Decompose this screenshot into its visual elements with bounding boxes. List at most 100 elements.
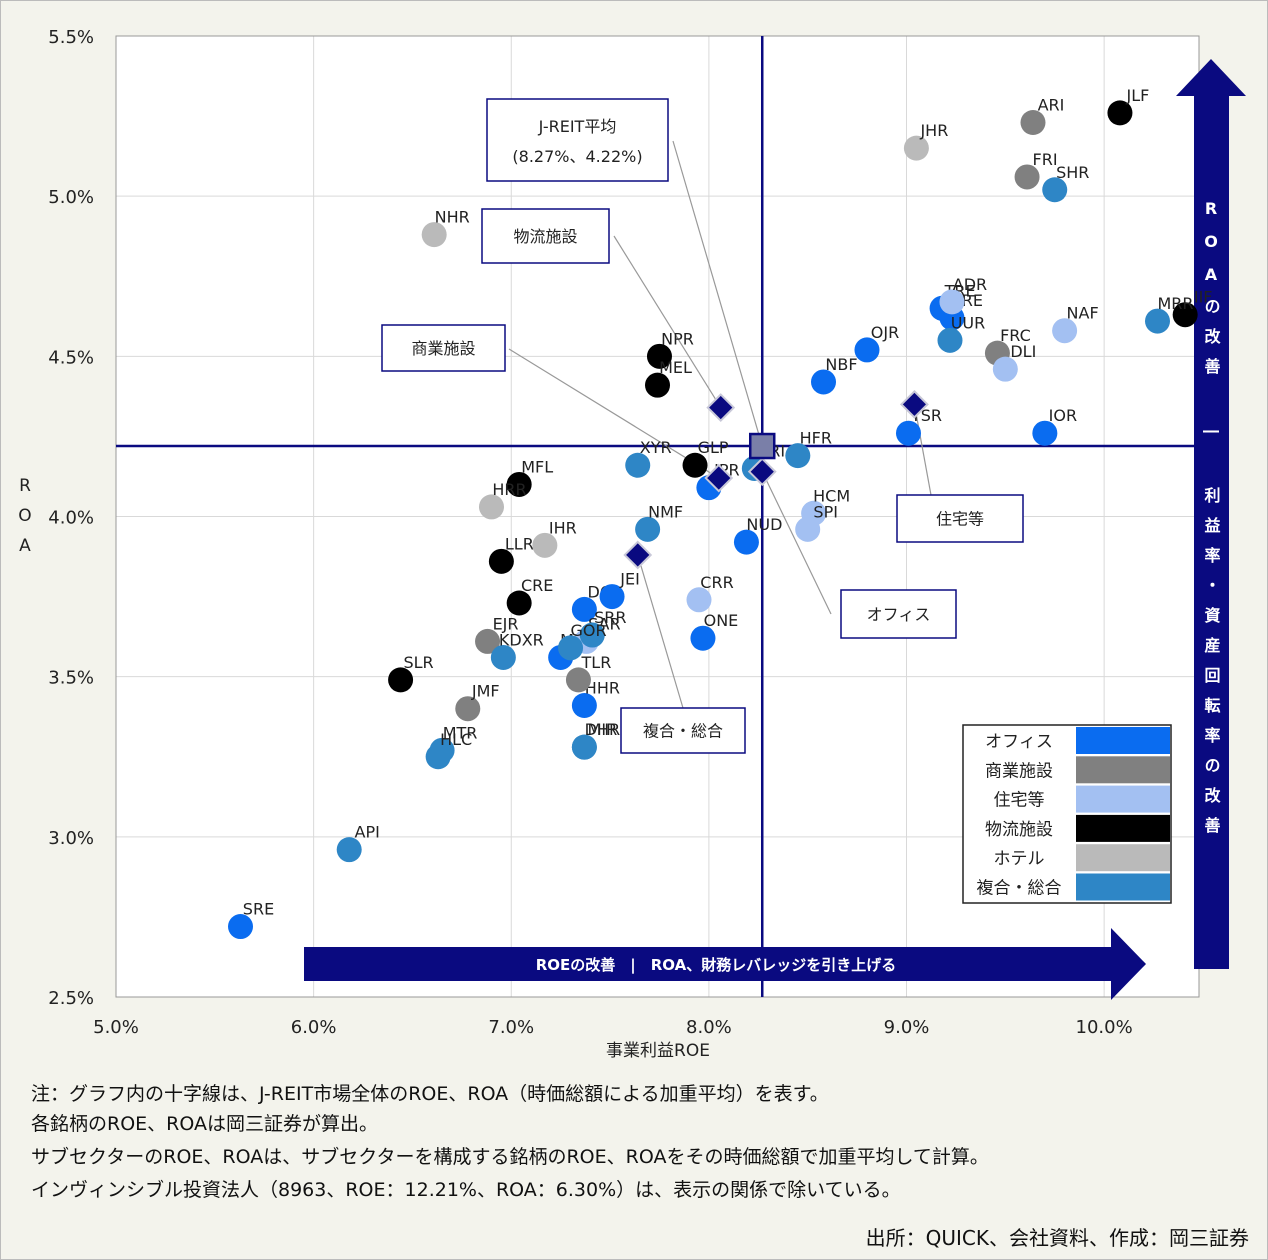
- callout-box: [481, 208, 610, 264]
- point-label: ADR: [953, 275, 987, 294]
- legend-label: オフィス: [985, 732, 1053, 752]
- point: [686, 587, 712, 613]
- point: [455, 696, 481, 722]
- point-label: NUD: [746, 515, 782, 534]
- point: [425, 744, 451, 770]
- point-label: CRR: [700, 573, 733, 592]
- point-label: GOR: [570, 621, 606, 640]
- point-label: NAF: [1067, 304, 1099, 323]
- point-label: GLP: [698, 438, 729, 457]
- point: [646, 343, 672, 369]
- point-label: SRE: [243, 900, 274, 919]
- y-axis-label-char: O: [18, 506, 31, 526]
- y-arrow-label: ROAの改善 ― 利益率・資産回転率の改善: [1202, 199, 1221, 847]
- point: [1052, 318, 1078, 344]
- point: [571, 692, 597, 718]
- callout-text: 商業施設: [411, 339, 475, 358]
- point: [1020, 109, 1046, 135]
- point-label: IHR: [549, 518, 577, 537]
- callout-box: [620, 707, 746, 754]
- note: 注：グラフ内の十字線は、J-REIT市場全体のROE、ROA（時価総額による加重…: [31, 1083, 829, 1105]
- point-label: IIF: [1194, 288, 1213, 307]
- legend-swatch: [1076, 844, 1170, 872]
- legend-box: [962, 724, 1172, 904]
- y-axis-label-char: A: [19, 536, 31, 556]
- point-label: MIR: [588, 720, 618, 739]
- point-label: MTR: [443, 723, 478, 742]
- source: 出所：QUICK、会社資料、作成：岡三証券: [865, 1226, 1249, 1250]
- point-label: DLI: [1010, 342, 1036, 361]
- point: [903, 135, 929, 161]
- point: [506, 471, 532, 497]
- point: [733, 529, 759, 555]
- point-label: ARI: [1038, 95, 1065, 114]
- callout-text: 住宅等: [936, 510, 984, 529]
- x-tick-label: 10.0%: [1076, 1017, 1133, 1038]
- callout-box: [840, 589, 957, 639]
- point-label: JMF: [471, 682, 500, 701]
- leader-line: [672, 140, 763, 447]
- point-label: NMF: [648, 502, 683, 521]
- point: [1172, 302, 1198, 328]
- point: [532, 532, 558, 558]
- leader-line: [761, 471, 832, 615]
- x-tick-label: 8.0%: [686, 1017, 732, 1038]
- point-label: KDXR: [499, 630, 544, 649]
- x-arrow-label: ROEの改善 | ROA、財務レバレッジを引き上げる: [536, 956, 897, 975]
- x-tick-label: 6.0%: [291, 1017, 337, 1038]
- note: サブセクターのROE、ROAは、サブセクターを構成する銘柄のROE、ROAをその…: [31, 1146, 989, 1168]
- subsector-marker: [706, 393, 736, 423]
- point-label: SPI: [813, 502, 838, 521]
- point-label: JHR: [919, 121, 948, 140]
- point: [795, 516, 821, 542]
- legend-label: 複合・総合: [977, 879, 1062, 899]
- subsector-marker: [747, 457, 777, 487]
- point-label: OJR: [871, 323, 899, 342]
- point-label: NBF: [825, 355, 857, 374]
- x-axis-label: 事業利益ROE: [606, 1041, 710, 1061]
- point-label: HFR: [800, 429, 832, 448]
- point-label: HLC: [440, 730, 472, 749]
- point: [854, 337, 880, 363]
- legend-swatch: [1076, 814, 1170, 842]
- point: [939, 289, 965, 315]
- subsector-marker: [900, 389, 929, 419]
- leader-line: [637, 554, 684, 709]
- point-label: CRE: [521, 576, 553, 595]
- callout-text: J-REIT平均: [538, 117, 617, 136]
- y-tick-label: 2.5%: [48, 988, 94, 1009]
- y-tick-label: 5.5%: [48, 27, 94, 48]
- point: [388, 667, 414, 693]
- point: [571, 734, 597, 760]
- point-label: LLR: [505, 534, 534, 553]
- point-label: FRC: [1000, 326, 1031, 345]
- point: [336, 837, 362, 863]
- callout-text: (8.27%、4.22%): [512, 147, 642, 166]
- y-tick-label: 4.0%: [48, 508, 94, 529]
- point: [785, 443, 811, 469]
- average-marker: [748, 432, 776, 460]
- y-tick-label: 4.5%: [48, 347, 94, 368]
- point-label: NPR: [661, 329, 694, 348]
- point-label: XYR: [640, 438, 672, 457]
- point-label: JLF: [1126, 86, 1150, 105]
- point: [625, 452, 651, 478]
- point: [599, 584, 625, 610]
- point: [579, 622, 605, 648]
- y-tick-label: 3.0%: [48, 828, 94, 849]
- y-tick-label: 3.5%: [48, 668, 94, 689]
- y-arrow: [1176, 59, 1246, 969]
- legend-label: 商業施設: [985, 761, 1053, 781]
- legend-label: ホテル: [994, 849, 1045, 869]
- x-tick-label: 7.0%: [488, 1017, 534, 1038]
- point: [565, 667, 591, 693]
- callout-text: 複合・総合: [643, 722, 723, 741]
- point: [1014, 164, 1040, 190]
- point-label: SRR: [594, 608, 626, 627]
- legend-label: 物流施設: [985, 820, 1053, 840]
- point: [490, 644, 516, 670]
- point-label: DHR: [585, 720, 620, 739]
- point-label: JEI: [619, 570, 640, 589]
- callout-text: オフィス: [867, 605, 931, 624]
